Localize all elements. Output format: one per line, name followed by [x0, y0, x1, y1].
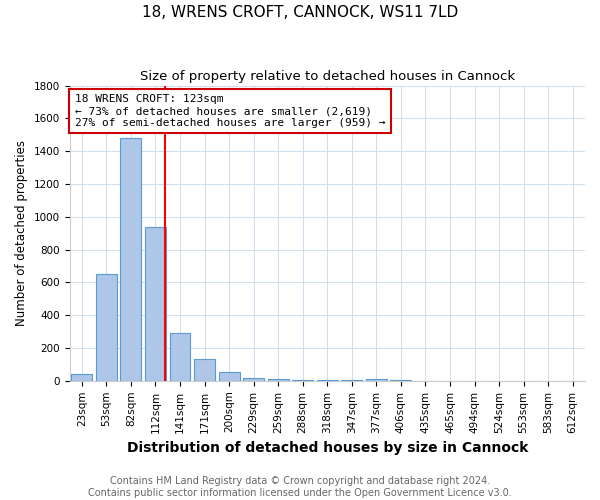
Y-axis label: Number of detached properties: Number of detached properties: [15, 140, 28, 326]
Title: Size of property relative to detached houses in Cannock: Size of property relative to detached ho…: [140, 70, 515, 83]
Bar: [71, 374, 92, 381]
Bar: [170, 333, 190, 381]
Bar: [194, 360, 215, 381]
Bar: [268, 379, 289, 381]
X-axis label: Distribution of detached houses by size in Cannock: Distribution of detached houses by size …: [127, 441, 528, 455]
Bar: [121, 138, 142, 381]
Bar: [391, 380, 412, 381]
Bar: [341, 380, 362, 381]
Bar: [145, 226, 166, 381]
Bar: [317, 380, 338, 381]
Text: Contains HM Land Registry data © Crown copyright and database right 2024.
Contai: Contains HM Land Registry data © Crown c…: [88, 476, 512, 498]
Bar: [96, 274, 117, 381]
Bar: [218, 372, 239, 381]
Bar: [243, 378, 264, 381]
Bar: [366, 379, 387, 381]
Text: 18 WRENS CROFT: 123sqm
← 73% of detached houses are smaller (2,619)
27% of semi-: 18 WRENS CROFT: 123sqm ← 73% of detached…: [74, 94, 385, 128]
Text: 18, WRENS CROFT, CANNOCK, WS11 7LD: 18, WRENS CROFT, CANNOCK, WS11 7LD: [142, 5, 458, 20]
Bar: [292, 380, 313, 381]
